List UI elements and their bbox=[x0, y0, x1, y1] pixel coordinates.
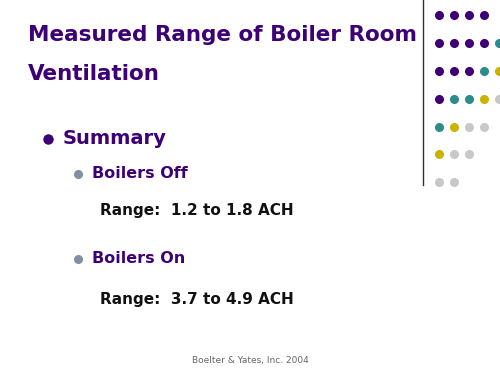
Text: Range:  1.2 to 1.8 ACH: Range: 1.2 to 1.8 ACH bbox=[100, 203, 294, 218]
Text: Range:  3.7 to 4.9 ACH: Range: 3.7 to 4.9 ACH bbox=[100, 292, 294, 306]
Text: Summary: Summary bbox=[62, 129, 166, 149]
Text: Boilers Off: Boilers Off bbox=[92, 166, 188, 181]
Text: Ventilation: Ventilation bbox=[28, 64, 160, 84]
Text: Measured Range of Boiler Room: Measured Range of Boiler Room bbox=[28, 25, 416, 45]
Text: Boilers On: Boilers On bbox=[92, 251, 186, 266]
Text: Boelter & Yates, Inc. 2004: Boelter & Yates, Inc. 2004 bbox=[192, 356, 308, 366]
